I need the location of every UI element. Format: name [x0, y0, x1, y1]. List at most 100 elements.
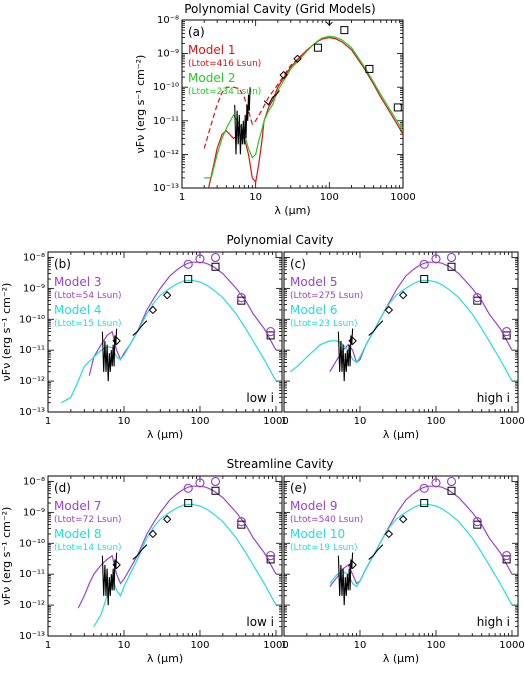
panel-label: (b) [54, 257, 71, 271]
model-photometry-circle [431, 254, 441, 264]
legend-luminosity: (Ltot=540 Lsun) [290, 515, 363, 525]
x-axis-label: λ (μm) [147, 652, 183, 665]
legend-luminosity: (Ltot=416 Lsun) [188, 59, 261, 69]
x-axis-label: λ (μm) [147, 428, 183, 441]
y-tick-label: 10⁻⁸ [23, 252, 45, 263]
y-axis-label: νFν (erg s⁻¹ cm⁻²) [134, 55, 147, 154]
mips-spectrum [132, 544, 148, 560]
model-photometry-circle [210, 476, 221, 487]
model-photometry-circle [472, 293, 482, 303]
series-line-model-6 [289, 279, 513, 382]
x-axis-label: λ (μm) [383, 652, 419, 665]
y-tick-label: 10⁻¹¹ [19, 345, 45, 356]
irs-spectrum [234, 87, 251, 155]
model-photometry-circle [502, 326, 512, 337]
photometry-square [211, 262, 220, 271]
photometry-diamond [162, 291, 172, 300]
x-tick-label: 10 [354, 640, 367, 651]
x-tick-label: 1000 [499, 640, 524, 651]
x-tick-label: 1000 [263, 416, 288, 427]
panel-a: 1 10 100 1000 10⁻¹³ 10⁻¹² 10⁻¹¹ 10⁻¹⁰ 10⁻⁹ 10⁻⁸ λ … [134, 15, 416, 217]
photometry-square [184, 499, 193, 508]
plot-frame [283, 475, 519, 637]
inclination-label: high i [477, 615, 510, 629]
x-tick-label: 1 [45, 640, 51, 651]
x-tick-label: 1 [45, 416, 51, 427]
series-line-model-9 [329, 485, 513, 587]
photometry-square [313, 43, 322, 52]
photometry-diamond [398, 515, 408, 524]
photometry-square [184, 275, 193, 284]
x-tick-label: 100 [426, 416, 445, 427]
x-tick-label: 100 [320, 192, 339, 203]
legend-luminosity: (Ltot=14 Lsun) [54, 543, 122, 553]
photometry-square [473, 520, 482, 529]
photometry-square [420, 499, 429, 508]
series-line-model-4 [61, 279, 277, 404]
legend-model-name: Model 2 [188, 71, 235, 85]
photometry-diamond [162, 515, 172, 524]
irs-spectrum [337, 552, 354, 606]
x-axis-label: λ (μm) [383, 428, 419, 441]
model-photometry-circle [195, 478, 205, 488]
x-tick-label: 1000 [499, 416, 524, 427]
legend-model-name: Model 3 [54, 275, 101, 289]
model-photometry-circle [419, 259, 429, 269]
x-tick-label: 100 [190, 640, 209, 651]
photometry-diamond [279, 70, 288, 80]
legend-luminosity: (Ltot=19 Lsun) [290, 543, 358, 553]
photometry-diamond [112, 560, 121, 570]
plot-frame [47, 475, 283, 637]
panel-b: 1 10 100 1000 10⁻¹³ 10⁻¹² 10⁻¹¹ 10⁻¹⁰ 10⁻⁹ 10⁻⁸ λ … [0, 251, 289, 441]
y-tick-label: 10⁻¹⁰ [19, 538, 45, 549]
photometry-square [420, 275, 429, 284]
y-tick-label: 10⁻¹¹ [153, 116, 179, 127]
plot-area [77, 476, 277, 628]
irs-spectrum [101, 552, 118, 606]
photometry-diamond [384, 529, 394, 539]
photometry-square [447, 262, 456, 271]
photometry-square [502, 331, 511, 340]
legend-luminosity: (Ltot=275 Lsun) [290, 291, 363, 301]
model-photometry-circle [431, 478, 441, 488]
series-line-model-5 [329, 261, 513, 373]
model-photometry-circle [195, 254, 205, 264]
x-tick-label: 1000 [263, 640, 288, 651]
photometry-square [266, 331, 275, 340]
x-axis-label: λ (μm) [274, 204, 310, 217]
section-title-top: Polynomial Cavity (Grid Models) [184, 2, 376, 16]
x-tick-label: 1000 [390, 192, 415, 203]
y-tick-label: 10⁻⁸ [157, 15, 179, 26]
series-line-model-10 [329, 503, 513, 606]
y-tick-label: 10⁻¹⁰ [153, 82, 179, 93]
legend-luminosity: (Ltot=23 Lsun) [290, 319, 358, 329]
x-tick-label: 100 [190, 416, 209, 427]
inclination-label: low i [246, 615, 274, 629]
mips-spectrum [263, 90, 280, 106]
series-line-model-7 [77, 485, 277, 609]
irs-spectrum [337, 328, 354, 382]
panel-label: (a) [188, 25, 205, 39]
y-tick-label: 10⁻⁹ [23, 507, 45, 518]
legend-luminosity: (Ltot=54 Lsun) [54, 291, 122, 301]
photometry-diamond [384, 305, 394, 315]
inclination-label: low i [246, 391, 274, 405]
model-photometry-circle [472, 517, 482, 527]
x-tick-label: 100 [426, 640, 445, 651]
mips-spectrum [132, 320, 148, 336]
section-title-middle: Polynomial Cavity [226, 233, 333, 247]
panel-d: 1 10 100 1000 10⁻¹³ 10⁻¹² 10⁻¹¹ 10⁻¹⁰ 10⁻⁹ 10⁻⁸ λ … [0, 475, 289, 665]
panel-label: (c) [290, 257, 306, 271]
y-tick-label: 10⁻¹³ [153, 183, 179, 194]
y-tick-label: 10⁻¹² [19, 600, 45, 611]
y-tick-label: 10⁻⁸ [23, 476, 45, 487]
plot-area [61, 252, 277, 404]
model-photometry-circle [266, 550, 276, 561]
model-photometry-circle [446, 252, 457, 263]
photometry-square [473, 296, 482, 305]
inclination-label: high i [477, 391, 510, 405]
plot-area [329, 476, 513, 606]
panel-label: (e) [290, 481, 307, 495]
model-photometry-circle [502, 550, 512, 561]
photometry-square [340, 26, 349, 35]
